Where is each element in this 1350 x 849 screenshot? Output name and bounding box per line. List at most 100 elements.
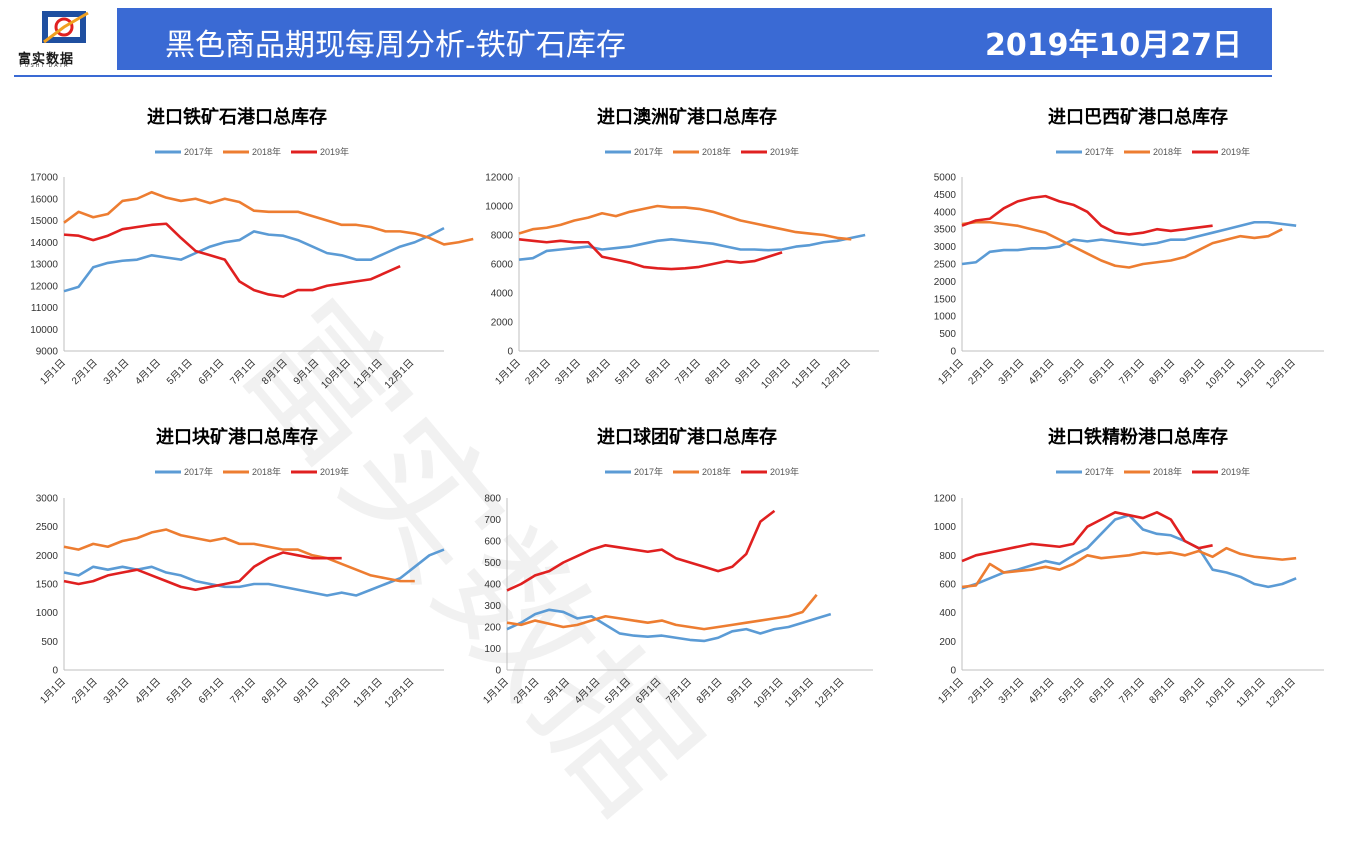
series-line bbox=[518, 204, 852, 241]
x-tick-label: 4月1日 bbox=[133, 357, 163, 387]
x-tick-label: 9月1日 bbox=[291, 357, 321, 387]
x-tick-label: 1月1日 bbox=[38, 357, 68, 387]
x-tick-label: 2月1日 bbox=[511, 676, 541, 706]
x-tick-label: 6月1日 bbox=[633, 676, 663, 706]
x-tick-label: 9月1日 bbox=[1177, 357, 1207, 387]
x-tick-label: 7月1日 bbox=[664, 676, 694, 706]
y-tick-label: 2000 bbox=[36, 551, 59, 562]
x-tick-label: 12月1日 bbox=[812, 676, 846, 710]
y-tick-label: 3000 bbox=[934, 242, 957, 253]
logo-text: 富实数据 bbox=[18, 52, 75, 67]
x-tick-label: 4月1日 bbox=[1026, 676, 1056, 706]
chart-title: 进口巴西矿港口总库存 bbox=[1048, 106, 1228, 128]
legend-entry: 2018年 bbox=[1153, 466, 1182, 477]
y-tick-label: 200 bbox=[939, 637, 956, 648]
logo-subtext: FUSHI DATA bbox=[20, 63, 70, 69]
x-tick-label: 3月1日 bbox=[542, 676, 572, 706]
y-tick-label: 200 bbox=[484, 623, 501, 634]
x-tick-label: 1月1日 bbox=[481, 676, 511, 706]
x-tick-label: 11月1日 bbox=[789, 357, 823, 391]
y-tick-label: 15000 bbox=[30, 216, 58, 227]
y-tick-label: 400 bbox=[939, 608, 956, 619]
x-tick-label: 8月1日 bbox=[1147, 357, 1177, 387]
x-tick-label: 2月1日 bbox=[966, 357, 996, 387]
x-tick-label: 3月1日 bbox=[553, 357, 583, 387]
y-tick-label: 1500 bbox=[36, 580, 59, 591]
x-tick-label: 11月1日 bbox=[1234, 357, 1268, 391]
legend-entry: 2017年 bbox=[184, 466, 213, 477]
x-tick-label: 11月1日 bbox=[782, 676, 816, 710]
series-line bbox=[63, 190, 474, 246]
series-line bbox=[518, 233, 866, 261]
y-tick-label: 2500 bbox=[934, 260, 957, 271]
legend-entry: 2017年 bbox=[184, 146, 213, 157]
x-tick-label: 6月1日 bbox=[1086, 357, 1116, 387]
x-tick-label: 6月1日 bbox=[196, 357, 226, 387]
x-tick-label: 9月1日 bbox=[733, 357, 763, 387]
legend-entry: 2019年 bbox=[320, 466, 349, 477]
y-tick-label: 600 bbox=[484, 537, 501, 548]
x-tick-label: 3月1日 bbox=[996, 357, 1026, 387]
series-line bbox=[63, 528, 415, 583]
x-tick-label: 10月1日 bbox=[319, 676, 353, 710]
chart-title: 进口铁矿石港口总库存 bbox=[147, 106, 327, 128]
header-bar: 黑色商品期现每周分析-铁矿石库存 2019年10月27日 bbox=[117, 8, 1272, 70]
x-tick-label: 1月1日 bbox=[493, 357, 523, 387]
x-tick-label: 4月1日 bbox=[572, 676, 602, 706]
y-tick-label: 0 bbox=[507, 347, 513, 358]
y-tick-label: 8000 bbox=[491, 231, 514, 242]
legend-entry: 2018年 bbox=[252, 146, 281, 157]
y-tick-label: 800 bbox=[939, 551, 956, 562]
series-line bbox=[506, 509, 776, 592]
y-tick-label: 4000 bbox=[491, 289, 514, 300]
x-tick-label: 4月1日 bbox=[1026, 357, 1056, 387]
x-tick-label: 10月1日 bbox=[319, 357, 353, 391]
y-tick-label: 12000 bbox=[30, 281, 58, 292]
y-tick-label: 1500 bbox=[934, 294, 957, 305]
y-tick-label: 12000 bbox=[485, 173, 513, 184]
page-title: 黑色商品期现每周分析-铁矿石库存 bbox=[165, 28, 626, 63]
legend-entry: 2017年 bbox=[1085, 146, 1114, 157]
legend-entry: 2019年 bbox=[770, 146, 799, 157]
x-tick-label: 10月1日 bbox=[759, 357, 793, 391]
chart-lump-ore: 进口块矿港口总库存 2017年 2018年 2019年 0 500 1000 1500 2000… bbox=[36, 426, 445, 710]
y-tick-label: 14000 bbox=[30, 238, 58, 249]
x-tick-label: 5月1日 bbox=[164, 357, 194, 387]
chart-brazil-ore: 进口巴西矿港口总库存 2017年 2018年 2019年 0 500 1000 1500 200… bbox=[934, 106, 1324, 391]
y-tick-label: 2000 bbox=[934, 277, 957, 288]
x-tick-label: 1月1日 bbox=[38, 676, 68, 706]
x-tick-label: 6月1日 bbox=[196, 676, 226, 706]
y-tick-label: 400 bbox=[484, 580, 501, 591]
legend-entry: 2017年 bbox=[634, 146, 663, 157]
series-line bbox=[506, 593, 818, 631]
series-line bbox=[961, 194, 1213, 236]
x-tick-label: 2月1日 bbox=[966, 676, 996, 706]
y-tick-label: 1000 bbox=[934, 312, 957, 323]
x-tick-label: 12月1日 bbox=[382, 357, 416, 391]
y-tick-label: 4500 bbox=[934, 190, 957, 201]
x-tick-label: 2月1日 bbox=[69, 676, 99, 706]
logo-mark-icon bbox=[42, 11, 89, 44]
chart-concentrate-ore: 进口铁精粉港口总库存 2017年 2018年 2019年 0 200 400 600 800 10… bbox=[934, 426, 1324, 710]
y-tick-label: 300 bbox=[484, 601, 501, 612]
x-tick-label: 7月1日 bbox=[673, 357, 703, 387]
x-tick-label: 7月1日 bbox=[228, 357, 258, 387]
logo bbox=[14, 8, 114, 70]
x-tick-label: 5月1日 bbox=[1056, 676, 1086, 706]
x-tick-label: 12月1日 bbox=[382, 676, 416, 710]
y-tick-label: 0 bbox=[950, 666, 956, 677]
legend-entry: 2019年 bbox=[320, 146, 349, 157]
x-tick-label: 5月1日 bbox=[164, 676, 194, 706]
y-tick-label: 2500 bbox=[36, 522, 59, 533]
y-tick-label: 1000 bbox=[36, 608, 59, 619]
legend-entry: 2019年 bbox=[1221, 146, 1250, 157]
chart-iron-ore-total: 进口铁矿石港口总库存 2017年 2018年 2019年 9000 10000 11000 1… bbox=[30, 106, 474, 391]
y-tick-label: 13000 bbox=[30, 260, 58, 271]
y-tick-label: 1200 bbox=[934, 494, 957, 505]
y-tick-label: 0 bbox=[950, 347, 956, 358]
x-tick-label: 8月1日 bbox=[1147, 676, 1177, 706]
legend-entry: 2017年 bbox=[634, 466, 663, 477]
x-tick-label: 8月1日 bbox=[703, 357, 733, 387]
x-tick-label: 6月1日 bbox=[1086, 676, 1116, 706]
x-tick-label: 2月1日 bbox=[523, 357, 553, 387]
